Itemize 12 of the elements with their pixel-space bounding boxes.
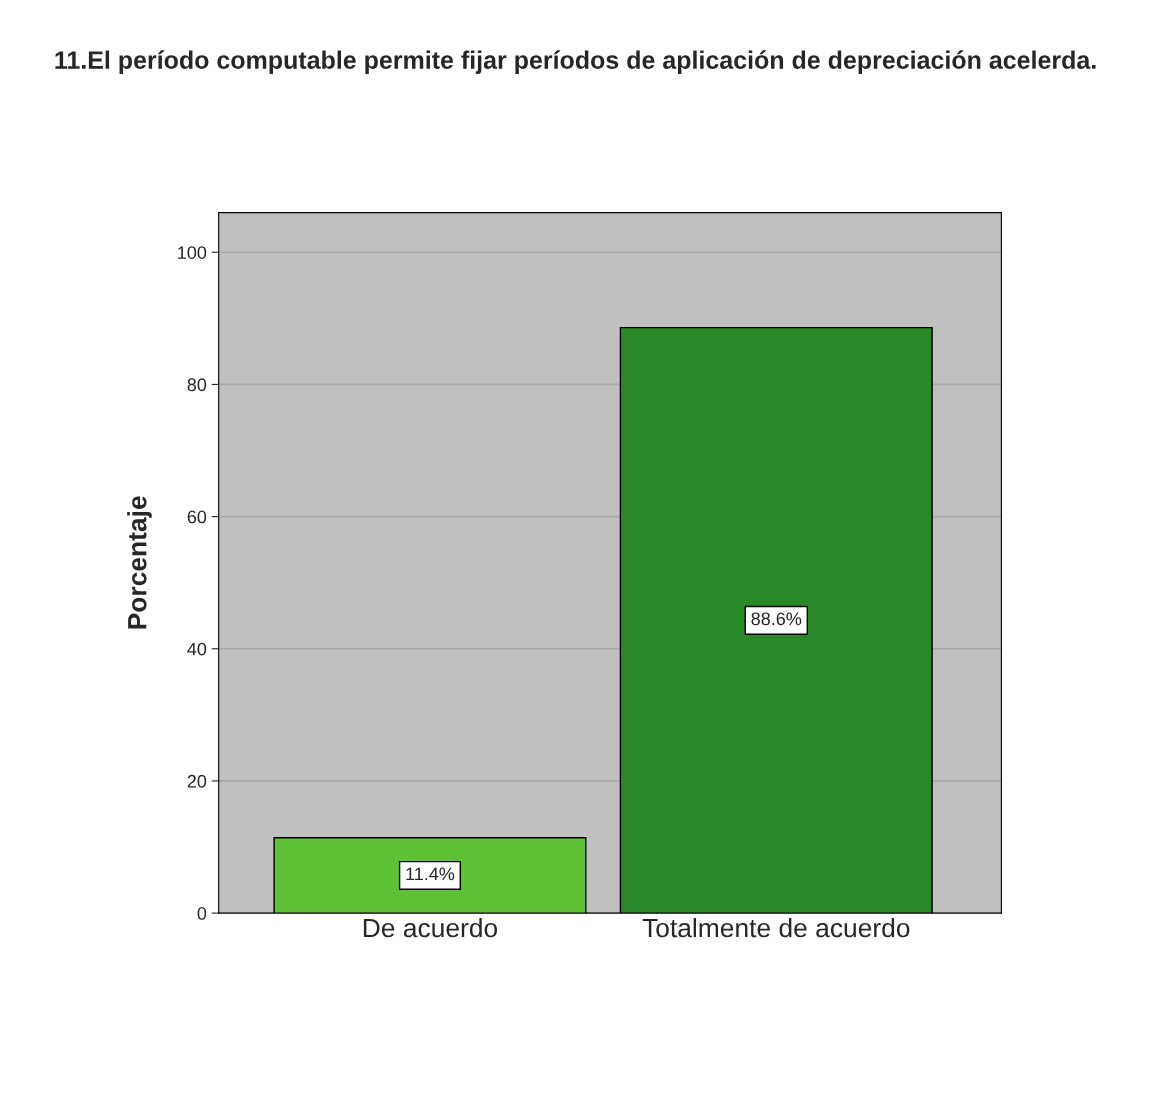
y-tick-label: 40 (187, 642, 207, 656)
y-tick-label: 80 (187, 378, 207, 392)
y-tick-label: 0 (197, 907, 207, 920)
y-axis-title: Porcentaje (127, 496, 152, 629)
y-tick-label: 20 (187, 774, 207, 788)
data-label: 11.4% (406, 867, 455, 881)
x-tick-label: Totalmente de acuerdo (642, 917, 910, 938)
chart-title: 11.El período computable permite fijar períodos de aplicación de depreciación acelerda. (55, 50, 1096, 74)
y-tick-label: 100 (178, 246, 207, 259)
y-tick-label: 60 (187, 510, 207, 524)
data-label: 88.6% (751, 612, 802, 626)
x-tick-label: De acuerdo (363, 917, 498, 938)
